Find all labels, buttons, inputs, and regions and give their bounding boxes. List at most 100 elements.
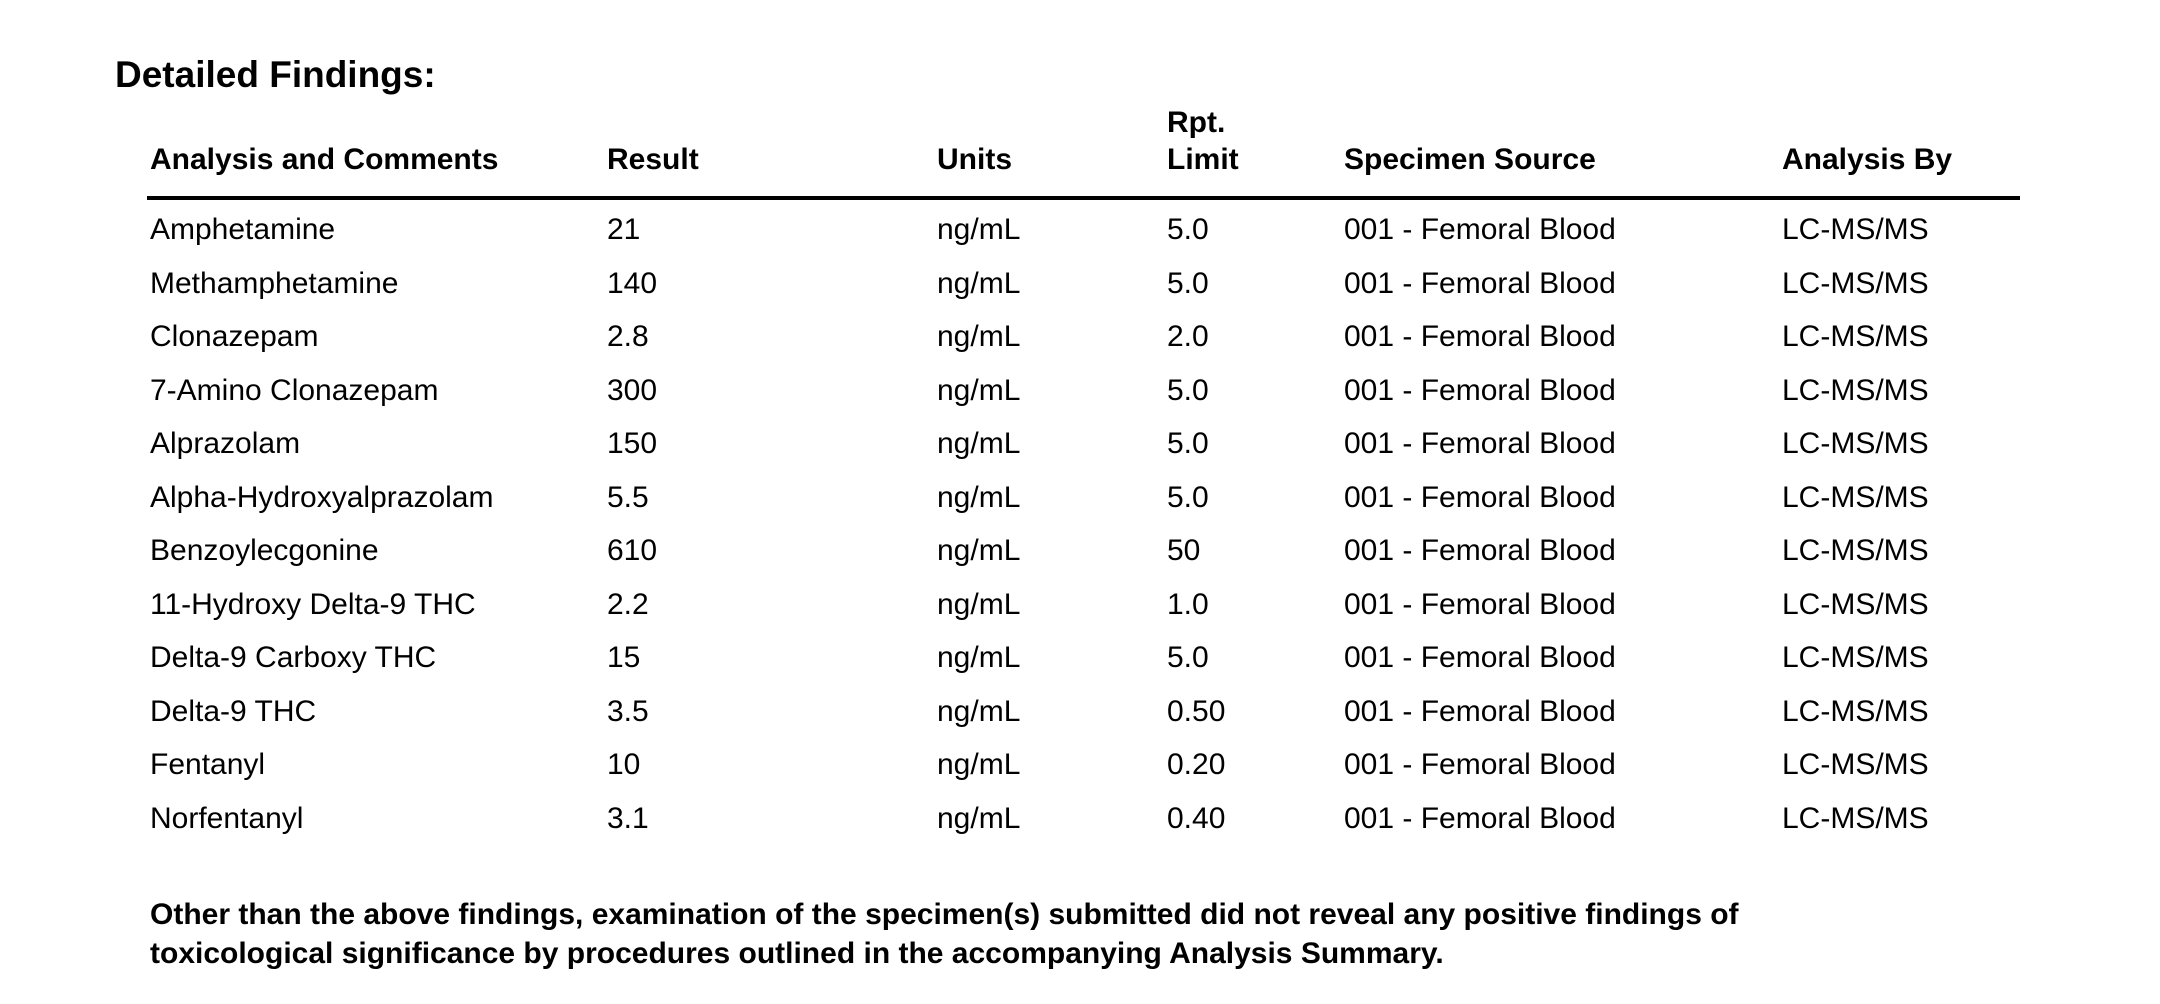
footer-disclaimer-line2: toxicological significance by procedures… bbox=[150, 937, 1444, 970]
cell-result: 2.2 bbox=[607, 587, 649, 621]
cell-specimen-source: 001 - Femoral Blood bbox=[1344, 373, 1616, 407]
cell-rpt-limit: 5.0 bbox=[1167, 427, 1209, 460]
table-row: Alpha-Hydroxyalprazolam 5.5 ng/mL 5.0 00… bbox=[150, 471, 2082, 525]
cell-analysis-by: LC-MS/MS bbox=[1782, 587, 1929, 621]
cell-rpt-limit: 1.0 bbox=[1167, 587, 1209, 621]
page-title: Detailed Findings: bbox=[115, 54, 436, 95]
cell-rpt-limit: 0.20 bbox=[1167, 748, 1226, 781]
column-header-rpt-limit-line1: Rpt. bbox=[1167, 106, 1226, 139]
column-header-analysis: Analysis and Comments bbox=[150, 143, 499, 176]
cell-analysis: Alprazolam bbox=[150, 427, 301, 460]
table-row: Clonazepam 2.8 ng/mL 2.0 001 - Femoral B… bbox=[150, 310, 2082, 364]
cell-analysis: Fentanyl bbox=[150, 748, 266, 781]
cell-rpt-limit: 5.0 bbox=[1167, 480, 1209, 514]
cell-analysis: Norfentanyl bbox=[150, 801, 304, 835]
cell-analysis-by: LC-MS/MS bbox=[1782, 320, 1929, 353]
cell-units: ng/mL bbox=[937, 373, 1021, 407]
cell-result: 15 bbox=[607, 641, 641, 674]
cell-analysis-by: LC-MS/MS bbox=[1782, 266, 1929, 300]
cell-analysis-by: LC-MS/MS bbox=[1782, 534, 1929, 567]
cell-specimen-source: 001 - Femoral Blood bbox=[1344, 480, 1616, 514]
cell-result: 5.5 bbox=[607, 480, 649, 514]
table-row: Benzoylecgonine 610 ng/mL 50 001 - Femor… bbox=[150, 524, 2082, 578]
cell-analysis: Clonazepam bbox=[150, 320, 319, 353]
cell-result: 2.8 bbox=[607, 320, 649, 353]
cell-result: 3.1 bbox=[607, 801, 649, 835]
cell-analysis-by: LC-MS/MS bbox=[1782, 801, 1929, 835]
cell-analysis: Delta-9 Carboxy THC bbox=[150, 641, 437, 674]
cell-analysis: Delta-9 THC bbox=[150, 694, 317, 728]
cell-units: ng/mL bbox=[937, 320, 1021, 353]
column-header-result: Result bbox=[607, 143, 699, 176]
cell-specimen-source: 001 - Femoral Blood bbox=[1344, 213, 1616, 246]
cell-specimen-source: 001 - Femoral Blood bbox=[1344, 587, 1616, 621]
cell-specimen-source: 001 - Femoral Blood bbox=[1344, 534, 1616, 567]
cell-specimen-source: 001 - Femoral Blood bbox=[1344, 801, 1616, 835]
footer-disclaimer: Other than the above findings, examinati… bbox=[150, 895, 1940, 973]
cell-result: 140 bbox=[607, 266, 658, 300]
cell-result: 300 bbox=[607, 373, 658, 407]
table-row: 7-Amino Clonazepam 300 ng/mL 5.0 001 - F… bbox=[150, 364, 2082, 418]
table-row: 11-Hydroxy Delta-9 THC 2.2 ng/mL 1.0 001… bbox=[150, 578, 2082, 632]
cell-rpt-limit: 5.0 bbox=[1167, 266, 1209, 300]
cell-rpt-limit: 0.50 bbox=[1167, 694, 1226, 728]
cell-result: 21 bbox=[607, 213, 641, 246]
table-row: Alprazolam 150 ng/mL 5.0 001 - Femoral B… bbox=[150, 417, 2082, 471]
cell-units: ng/mL bbox=[937, 266, 1021, 300]
findings-table-body: Amphetamine 21 ng/mL 5.0 001 - Femoral B… bbox=[150, 203, 2082, 845]
table-row: Methamphetamine 140 ng/mL 5.0 001 - Femo… bbox=[150, 257, 2082, 311]
cell-specimen-source: 001 - Femoral Blood bbox=[1344, 641, 1616, 674]
cell-result: 150 bbox=[607, 427, 658, 460]
cell-analysis-by: LC-MS/MS bbox=[1782, 641, 1929, 674]
cell-units: ng/mL bbox=[937, 427, 1021, 460]
cell-analysis-by: LC-MS/MS bbox=[1782, 213, 1929, 246]
cell-analysis: Methamphetamine bbox=[150, 266, 399, 300]
cell-units: ng/mL bbox=[937, 480, 1021, 514]
cell-analysis-by: LC-MS/MS bbox=[1782, 480, 1929, 514]
cell-analysis: Alpha-Hydroxyalprazolam bbox=[150, 480, 494, 514]
column-header-units: Units bbox=[937, 143, 1012, 176]
cell-specimen-source: 001 - Femoral Blood bbox=[1344, 266, 1616, 300]
cell-result: 10 bbox=[607, 748, 641, 781]
cell-units: ng/mL bbox=[937, 641, 1021, 674]
cell-result: 3.5 bbox=[607, 694, 649, 728]
cell-rpt-limit: 5.0 bbox=[1167, 641, 1209, 674]
cell-rpt-limit: 0.40 bbox=[1167, 801, 1226, 835]
cell-rpt-limit: 50 bbox=[1167, 534, 1201, 567]
cell-analysis: 11-Hydroxy Delta-9 THC bbox=[150, 587, 476, 621]
cell-analysis-by: LC-MS/MS bbox=[1782, 373, 1929, 407]
cell-specimen-source: 001 - Femoral Blood bbox=[1344, 748, 1616, 781]
cell-units: ng/mL bbox=[937, 748, 1021, 781]
column-header-analysis-by: Analysis By bbox=[1782, 143, 1953, 176]
cell-specimen-source: 001 - Femoral Blood bbox=[1344, 320, 1616, 353]
cell-analysis: Benzoylecgonine bbox=[150, 534, 379, 567]
table-row: Delta-9 Carboxy THC 15 ng/mL 5.0 001 - F… bbox=[150, 631, 2082, 685]
table-header-row: Analysis and Comments Result Units Rpt. … bbox=[150, 96, 2082, 178]
table-row: Fentanyl 10 ng/mL 0.20 001 - Femoral Blo… bbox=[150, 738, 2082, 792]
cell-units: ng/mL bbox=[937, 801, 1021, 835]
table-row: Amphetamine 21 ng/mL 5.0 001 - Femoral B… bbox=[150, 203, 2082, 257]
cell-units: ng/mL bbox=[937, 694, 1021, 728]
footer-disclaimer-line1: Other than the above findings, examinati… bbox=[150, 898, 1739, 931]
cell-units: ng/mL bbox=[937, 534, 1021, 567]
cell-units: ng/mL bbox=[937, 587, 1021, 621]
cell-specimen-source: 001 - Femoral Blood bbox=[1344, 427, 1616, 460]
cell-units: ng/mL bbox=[937, 213, 1021, 246]
cell-analysis-by: LC-MS/MS bbox=[1782, 748, 1929, 781]
cell-rpt-limit: 2.0 bbox=[1167, 320, 1209, 353]
cell-specimen-source: 001 - Femoral Blood bbox=[1344, 694, 1616, 728]
column-header-specimen-source: Specimen Source bbox=[1344, 143, 1596, 176]
cell-rpt-limit: 5.0 bbox=[1167, 213, 1209, 246]
header-divider-rule bbox=[147, 196, 2020, 200]
cell-analysis: Amphetamine bbox=[150, 213, 336, 246]
cell-rpt-limit: 5.0 bbox=[1167, 373, 1209, 407]
cell-analysis: 7-Amino Clonazepam bbox=[150, 373, 439, 407]
table-row: Norfentanyl 3.1 ng/mL 0.40 001 - Femoral… bbox=[150, 792, 2082, 846]
column-header-rpt-limit: Rpt. Limit bbox=[1167, 104, 1344, 178]
cell-result: 610 bbox=[607, 534, 658, 567]
cell-analysis-by: LC-MS/MS bbox=[1782, 427, 1929, 460]
cell-analysis-by: LC-MS/MS bbox=[1782, 694, 1929, 728]
column-header-rpt-limit-line2: Limit bbox=[1167, 143, 1239, 176]
table-row: Delta-9 THC 3.5 ng/mL 0.50 001 - Femoral… bbox=[150, 685, 2082, 739]
